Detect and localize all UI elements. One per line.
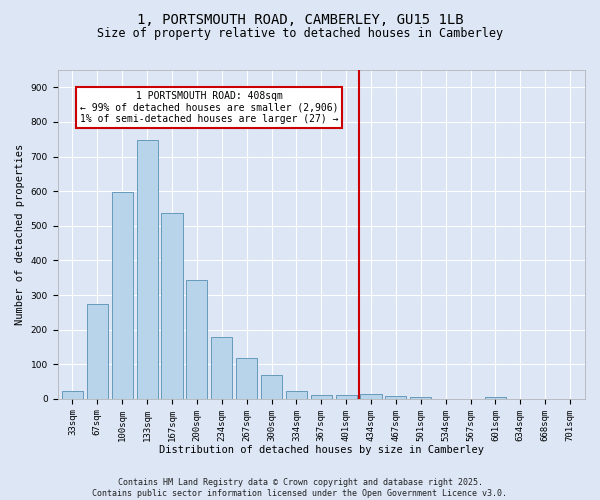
Text: Size of property relative to detached houses in Camberley: Size of property relative to detached ho… bbox=[97, 28, 503, 40]
Text: Contains HM Land Registry data © Crown copyright and database right 2025.
Contai: Contains HM Land Registry data © Crown c… bbox=[92, 478, 508, 498]
Bar bbox=[211, 337, 232, 399]
Bar bbox=[335, 394, 357, 399]
Bar bbox=[410, 397, 431, 399]
Text: 1 PORTSMOUTH ROAD: 408sqm
← 99% of detached houses are smaller (2,906)
1% of sem: 1 PORTSMOUTH ROAD: 408sqm ← 99% of detac… bbox=[80, 91, 338, 124]
Bar bbox=[161, 213, 182, 399]
Bar bbox=[286, 391, 307, 399]
Bar bbox=[137, 140, 158, 399]
X-axis label: Distribution of detached houses by size in Camberley: Distribution of detached houses by size … bbox=[159, 445, 484, 455]
Bar bbox=[361, 394, 382, 399]
Bar bbox=[62, 391, 83, 399]
Bar bbox=[385, 396, 406, 399]
Bar bbox=[261, 376, 282, 399]
Bar bbox=[485, 397, 506, 399]
Bar bbox=[87, 304, 108, 399]
Bar bbox=[311, 394, 332, 399]
Bar bbox=[236, 358, 257, 399]
Text: 1, PORTSMOUTH ROAD, CAMBERLEY, GU15 1LB: 1, PORTSMOUTH ROAD, CAMBERLEY, GU15 1LB bbox=[137, 12, 463, 26]
Bar bbox=[112, 192, 133, 399]
Bar bbox=[186, 280, 208, 399]
Y-axis label: Number of detached properties: Number of detached properties bbox=[15, 144, 25, 325]
